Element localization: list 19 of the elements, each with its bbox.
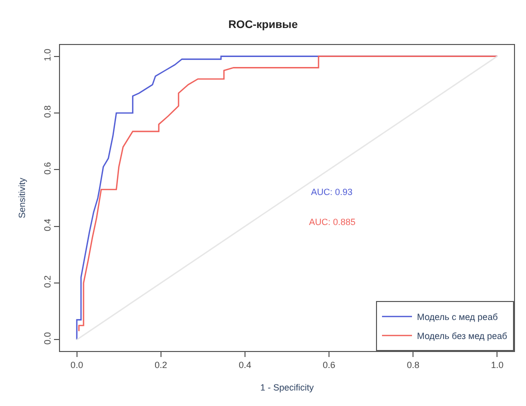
annotation: AUC: 0.93 [311,187,353,197]
y-tick-label: 0.8 [42,105,52,118]
x-tick-label: 0.8 [406,360,420,370]
y-tick-label: 0.0 [42,332,52,345]
x-tick-label: 0.0 [70,360,84,370]
x-tick-label: 1.0 [490,360,504,370]
chart-title: ROC-кривые [228,19,298,31]
x-axis-title: 1 - Specificity [260,382,314,393]
y-tick-label: 0.4 [42,218,52,232]
annotation: AUC: 0.885 [309,217,356,227]
y-tick-label: 0.6 [42,162,52,175]
x-tick-label: 0.2 [154,360,168,370]
legend-label: Модель с мед реаб [417,312,498,322]
y-tick-label: 1.0 [42,48,52,62]
x-tick-label: 0.4 [238,360,252,370]
y-axis-title: Sensitivity [16,177,27,218]
y-tick-label: 0.2 [42,275,52,288]
x-tick-label: 0.6 [322,360,336,370]
legend-label: Модель без мед реаб [417,331,508,342]
